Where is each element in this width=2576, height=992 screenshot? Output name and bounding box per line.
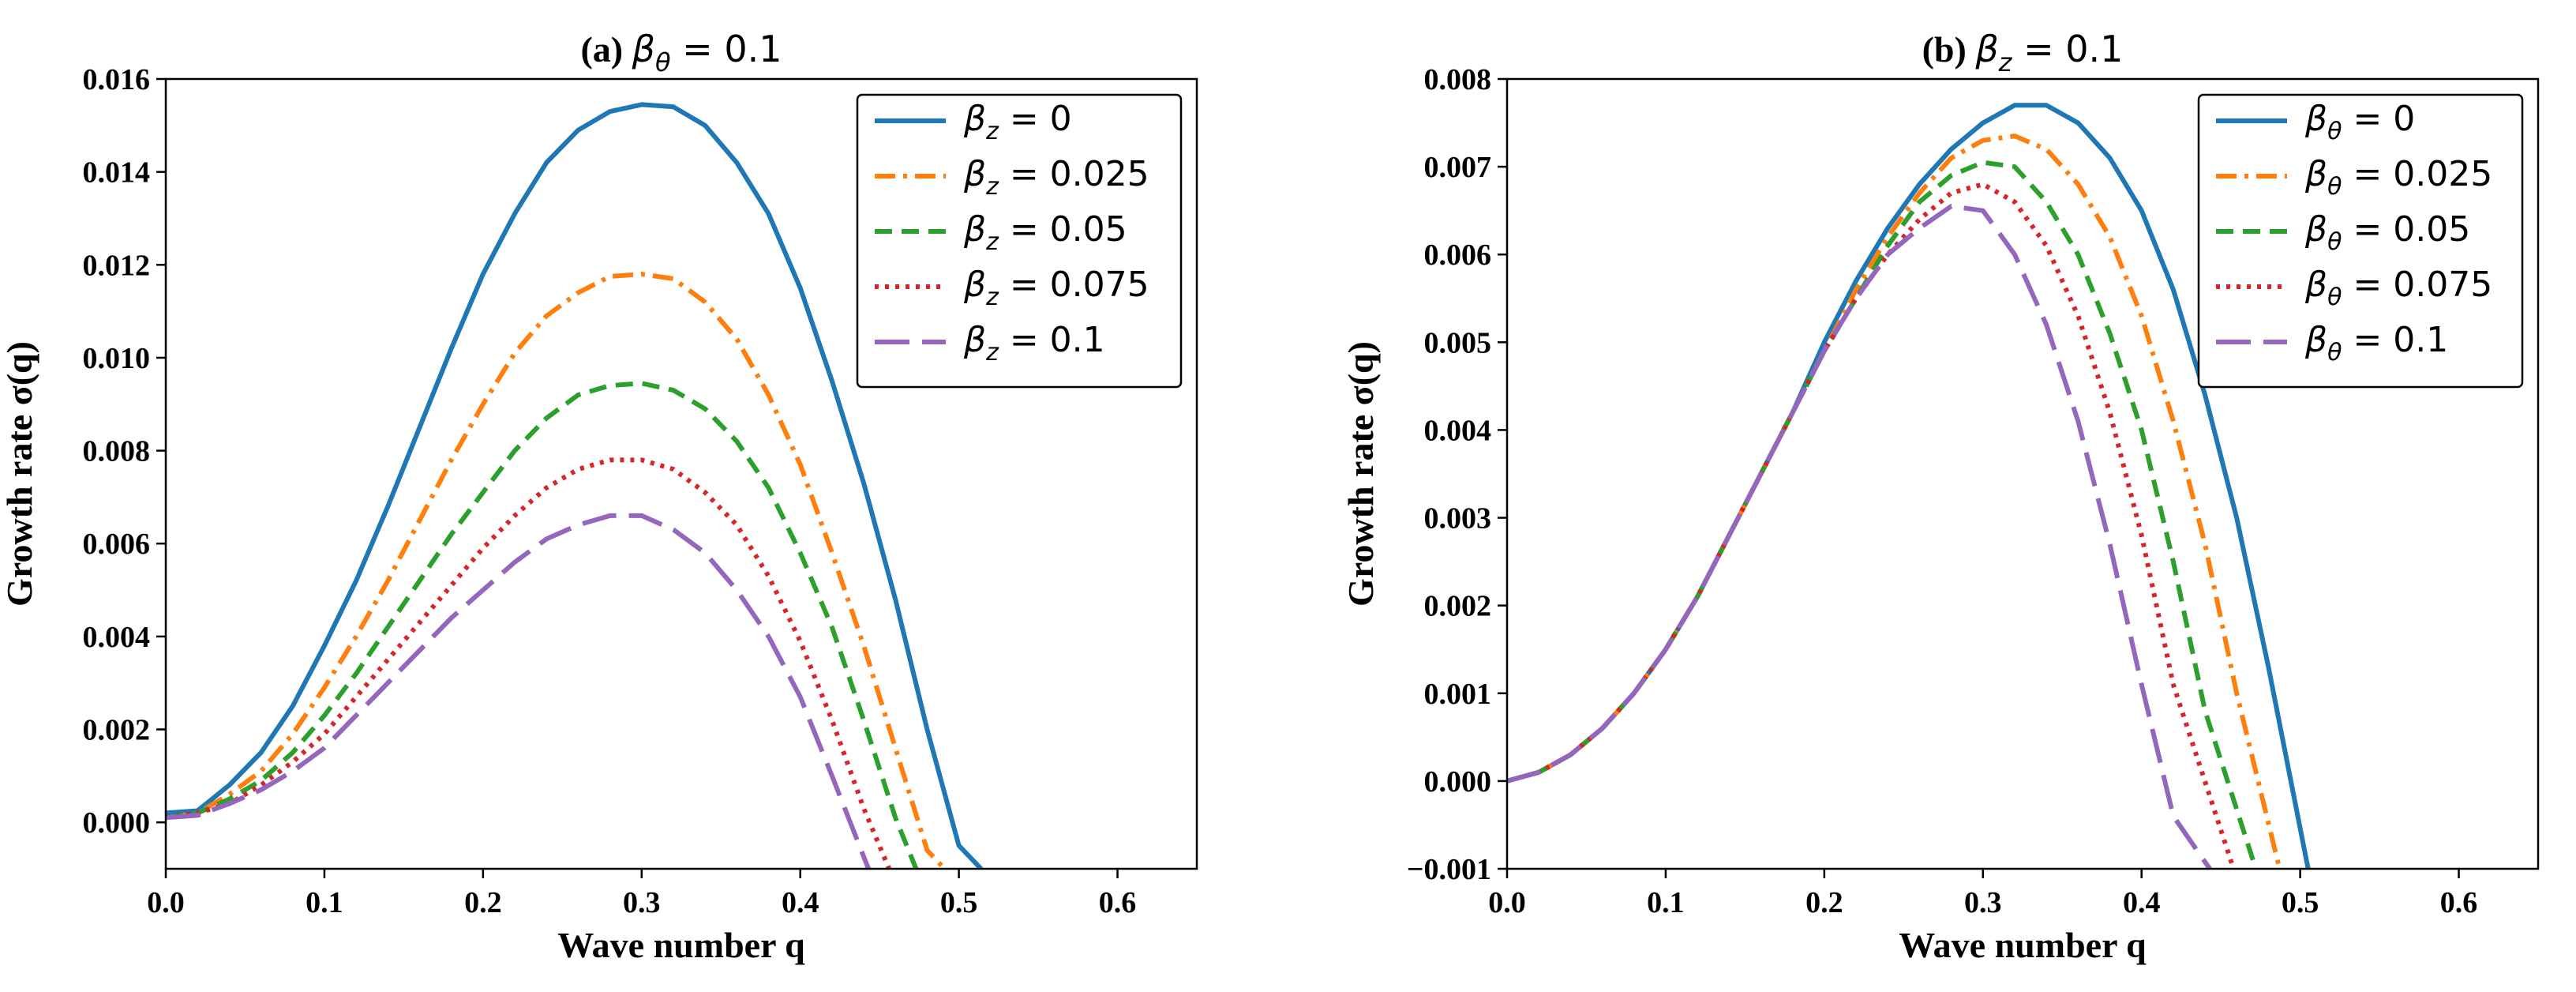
chart-a-title: (a) βθ = 0.1	[580, 28, 782, 77]
chart-b-frame	[1505, 77, 2540, 870]
chart-b-legend-label-2: βθ = 0.05	[2304, 209, 2470, 256]
chart-b-legend: βθ = 0 βθ = 0.025 βθ = 0.05 βθ = 0.075 βθ = …	[2197, 93, 2524, 389]
chart-b-ytick-label: 0.007	[1424, 151, 1492, 184]
chart-a-xtick-label: 0.1	[306, 886, 343, 919]
chart-a-series-line-0	[166, 102, 983, 869]
chart-b-ytick-label: 0.003	[1424, 502, 1492, 535]
chart-a-xtick-label: 0.0	[147, 886, 185, 919]
chart-a-xtick-label: 0.5	[940, 886, 978, 919]
chart-b-xtick-label: 0.3	[1964, 886, 2002, 919]
chart-a: 0.0 0.1 0.2 0.3 0.4 0.5 0.6 0.000 0.002 0.004 0.00…	[0, 28, 1198, 965]
chart-a-ytick-label: 0.000	[83, 806, 151, 840]
chart-b-ylabel: Growth rate σ(q)	[1340, 341, 1381, 607]
chart-b-series-line-4	[1507, 204, 2212, 869]
chart-a-series	[166, 102, 983, 869]
chart-a-legend-label-0: βz = 0	[963, 99, 1072, 145]
chart-a-ylabel: Growth rate σ(q)	[0, 341, 39, 607]
chart-a-legend-label-1: βz = 0.025	[963, 154, 1149, 201]
chart-a-xtick-label: 0.4	[782, 886, 819, 919]
chart-a-series-line-2	[166, 381, 919, 869]
chart-a-series-line-3	[166, 457, 891, 869]
chart-b-ytick-label: 0.008	[1424, 63, 1492, 96]
chart-b-legend-box	[2197, 93, 2524, 389]
chart-a-ytick-label: 0.016	[83, 63, 151, 96]
chart-b-legend-label-0: βθ = 0	[2304, 99, 2415, 145]
chart-a-legend-label-4: βz = 0.1	[963, 320, 1105, 366]
chart-a-ytick-label: 0.004	[83, 621, 151, 654]
chart-b-ytick-label: −0.001	[1407, 853, 1491, 886]
chart-b-xtick-label: 0.2	[1805, 886, 1843, 919]
chart-b-legend-label-1: βθ = 0.025	[2304, 154, 2492, 201]
chart-b-xtick-label: 0.6	[2440, 886, 2478, 919]
chart-b-xtick-label: 0.4	[2123, 886, 2161, 919]
chart-b-xtick-label: 0.0	[1488, 886, 1526, 919]
chart-a-legend-box	[856, 93, 1183, 389]
chart-b-series	[1507, 103, 2311, 869]
chart-a-frame	[164, 77, 1198, 870]
chart-b-ytick-label: 0.000	[1424, 765, 1492, 798]
chart-b-ytick-label: 0.006	[1424, 239, 1492, 272]
chart-b-ytick-label: 0.005	[1424, 326, 1492, 359]
chart-b-legend-label-3: βθ = 0.075	[2304, 265, 2492, 311]
chart-a-ytick-label: 0.014	[83, 156, 151, 190]
chart-a-ytick-label: 0.010	[83, 342, 151, 375]
chart-b: 0.0 0.1 0.2 0.3 0.4 0.5 0.6 −0.001 0.000 0.001 0.0…	[1340, 28, 2540, 965]
chart-a-legend-label-3: βz = 0.075	[963, 265, 1149, 311]
chart-a-series-line-1	[166, 272, 947, 869]
chart-a-ytick-label: 0.002	[83, 714, 151, 747]
chart-a-series-line-4	[166, 513, 871, 869]
chart-a-ytick-label: 0.008	[83, 435, 151, 468]
chart-a-legend: βz = 0 βz = 0.025 βz = 0.05 βz = 0.075 βz = …	[856, 93, 1183, 389]
chart-a-xlabel: Wave number q	[557, 925, 805, 965]
chart-b-xlabel: Wave number q	[1899, 925, 2147, 965]
chart-a-ytick-label: 0.012	[83, 249, 151, 282]
chart-b-xtick-label: 0.1	[1647, 886, 1685, 919]
chart-a-legend-label-2: βz = 0.05	[963, 209, 1127, 256]
chart-b-xtick-label: 0.5	[2282, 886, 2319, 919]
chart-a-xtick-label: 0.6	[1099, 886, 1137, 919]
chart-b-series-line-2	[1507, 160, 2259, 869]
chart-b-ytick-label: 0.004	[1424, 414, 1492, 447]
chart-a-xtick-label: 0.2	[464, 886, 502, 919]
chart-b-ytick-label: 0.001	[1424, 678, 1492, 711]
chart-b-series-line-1	[1507, 133, 2282, 869]
chart-a-xtick-label: 0.3	[623, 886, 661, 919]
chart-b-series-line-3	[1507, 182, 2237, 869]
chart-a-ytick-label: 0.006	[83, 528, 151, 561]
chart-b-title: (b) βz = 0.1	[1922, 28, 2124, 77]
chart-b-ytick-label: 0.002	[1424, 590, 1492, 623]
chart-b-legend-label-4: βθ = 0.1	[2304, 320, 2448, 366]
